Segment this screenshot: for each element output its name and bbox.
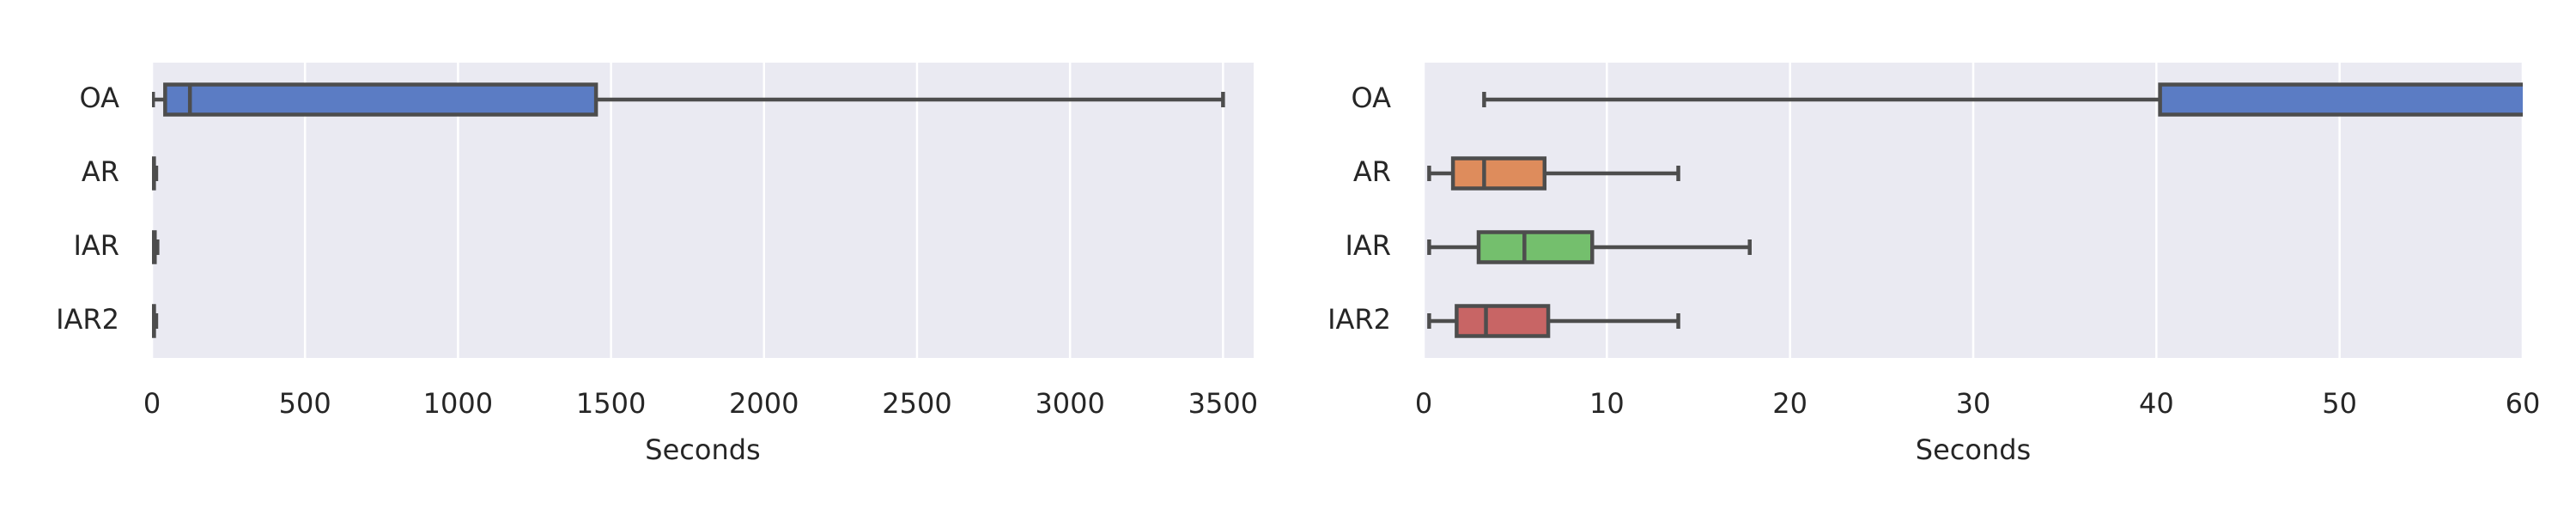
x-tick-label: 60	[2506, 387, 2541, 420]
box	[1476, 230, 1595, 264]
x-tick-label: 10	[1589, 387, 1625, 420]
y-tick-label: AR	[1353, 155, 1391, 188]
y-tick-label: AR	[82, 155, 119, 188]
box	[1450, 156, 1547, 191]
box	[1455, 304, 1551, 338]
x-tick-label: 0	[143, 387, 161, 420]
x-tick-label: 20	[1772, 387, 1807, 420]
y-tick-label: OA	[1351, 82, 1391, 114]
x-axis-label: Seconds	[1916, 433, 2031, 466]
x-tick-label: 2000	[729, 387, 799, 420]
box	[2158, 82, 2523, 117]
x-axis-label: Seconds	[645, 433, 760, 466]
panel: 0 500 1000 1500 2000 2500 3000 3500 Seconds OA AR I…	[56, 63, 1258, 466]
x-tick-label: 30	[1956, 387, 1991, 420]
x-tick-label: 3500	[1188, 387, 1258, 420]
x-tick-label: 2500	[882, 387, 951, 420]
x-tick-label: 1000	[423, 387, 493, 420]
y-tick-label: IAR	[73, 229, 119, 262]
panel: 0 10 20 30 40 50 60 Seconds OA AR IAR IAR2	[1327, 63, 2541, 466]
y-tick-label: IAR2	[1327, 303, 1391, 336]
x-tick-label: 50	[2322, 387, 2357, 420]
y-tick-label: IAR2	[56, 303, 119, 336]
x-tick-label: 40	[2139, 387, 2174, 420]
x-tick-label: 500	[279, 387, 331, 420]
x-tick-label: 3000	[1035, 387, 1104, 420]
box	[163, 82, 598, 117]
y-tick-label: IAR	[1345, 229, 1391, 262]
x-tick-label: 1500	[576, 387, 646, 420]
y-tick-label: OA	[79, 82, 119, 114]
plot-area	[1427, 82, 2523, 338]
x-tick-label: 0	[1415, 387, 1432, 420]
plot-area	[152, 82, 1225, 338]
